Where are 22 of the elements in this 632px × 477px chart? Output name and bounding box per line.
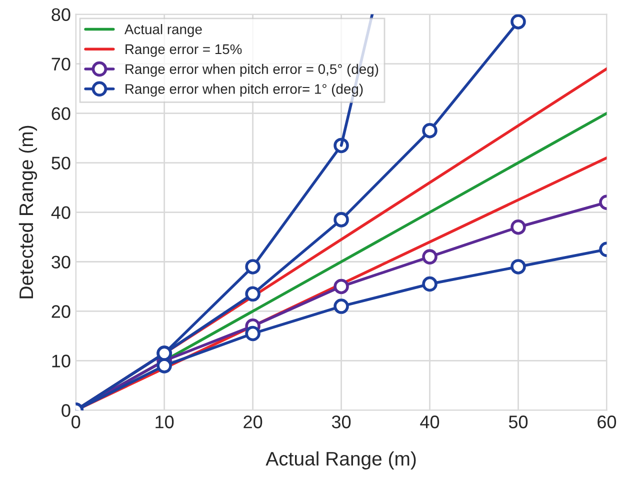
legend-label: Range error = 15% xyxy=(126,44,242,57)
y-tick-label: 20 xyxy=(52,305,70,318)
x-tick-label: 10 xyxy=(156,416,174,428)
y-tick-label: 70 xyxy=(52,58,70,71)
x-tick-label: 40 xyxy=(420,416,440,428)
x-tick-label: 20 xyxy=(244,416,262,428)
y-tick-label: 40 xyxy=(51,206,70,219)
x-axis-title: Actual Range (m) xyxy=(266,451,416,470)
legend-label: Range error when pitch error= 1° (deg) xyxy=(126,84,363,97)
legend-label: Range error when pitch error = 0,5° (deg) xyxy=(126,64,378,77)
y-tick-label: 60 xyxy=(52,107,70,120)
x-tick-label: 0 xyxy=(72,416,80,428)
y-axis-title: Detected Range (m) xyxy=(18,126,38,298)
y-tick-label: 30 xyxy=(52,256,70,268)
legend-label: Actual range xyxy=(124,24,202,37)
x-tick-label: 30 xyxy=(332,416,351,428)
x-tick-label: 60 xyxy=(598,416,616,428)
y-tick-label: 10 xyxy=(52,354,70,368)
y-tick-label: 50 xyxy=(52,156,70,170)
x-tick-label: 50 xyxy=(508,416,528,428)
y-tick-label: 0 xyxy=(62,404,70,417)
y-tick-label: 80 xyxy=(52,8,70,22)
